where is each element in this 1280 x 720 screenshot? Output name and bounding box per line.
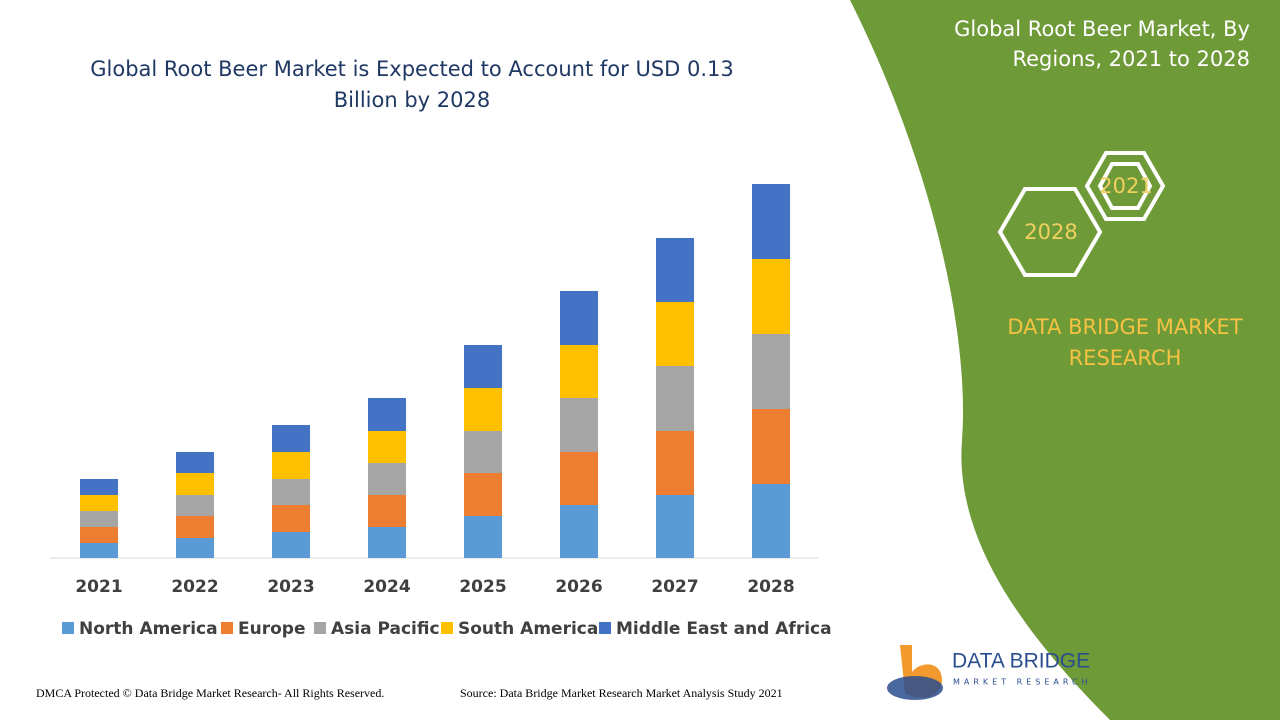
legend-swatch <box>441 622 453 634</box>
x-tick-label: 2022 <box>171 577 218 597</box>
bar-segment <box>176 538 214 558</box>
bar-segment <box>752 334 790 409</box>
bar-segment <box>368 398 406 431</box>
bar-segment <box>368 431 406 463</box>
legend-label: Middle East and Africa <box>616 619 832 639</box>
bar-segment <box>368 527 406 558</box>
bar-segment <box>272 505 310 532</box>
x-tick-label: 2027 <box>651 577 698 597</box>
bar-segment <box>80 527 118 543</box>
logo-icon <box>887 676 943 700</box>
bar-segment <box>752 484 790 558</box>
bar-segment <box>464 431 502 473</box>
logo-tagline: MARKET RESEARCH <box>953 678 1092 687</box>
chart-title: Global Root Beer Market is Expected to A… <box>90 57 734 112</box>
hexagon <box>1097 162 1153 210</box>
legend-label: Europe <box>238 619 305 639</box>
bar-segment <box>464 516 502 558</box>
x-tick-label: 2028 <box>747 577 794 597</box>
bar-segment <box>752 259 790 334</box>
bar-segment <box>80 479 118 495</box>
x-tick-label: 2025 <box>459 577 506 597</box>
legend-swatch <box>599 622 611 634</box>
bar-segment <box>368 463 406 495</box>
hexagon <box>997 187 1103 277</box>
bar-segment <box>464 473 502 516</box>
bar-segment <box>656 366 694 431</box>
legend-swatch <box>314 622 326 634</box>
legend-label: North America <box>79 619 218 639</box>
x-tick-label: 2021 <box>75 577 122 597</box>
logo-name: DATA BRIDGE <box>952 650 1090 673</box>
bar-segment <box>752 409 790 484</box>
bar-segment <box>368 495 406 527</box>
bar-segment <box>560 398 598 452</box>
bar-segment <box>80 511 118 527</box>
bar-segment <box>80 495 118 511</box>
source: Source: Data Bridge Market Research Mark… <box>460 686 783 700</box>
bar-segment <box>560 345 598 398</box>
logo: DATA BRIDGE MARKET RESEARCH <box>887 645 1092 700</box>
brand: DATA BRIDGE MARKET RESEARCH <box>1007 315 1243 370</box>
bar-segment <box>656 238 694 302</box>
badge: 2028 <box>1024 220 1077 244</box>
bar-segment <box>176 452 214 473</box>
bar-segment <box>656 495 694 558</box>
bar-segment <box>656 302 694 366</box>
bar-segment <box>272 532 310 558</box>
bar-segment <box>560 291 598 345</box>
bar-segment <box>176 516 214 538</box>
badge: 2021 <box>1099 174 1152 198</box>
bar-segment <box>176 495 214 516</box>
legend-label: South America <box>458 619 598 639</box>
legend-label: Asia Pacific <box>331 619 440 639</box>
bar-segment <box>560 505 598 558</box>
bar-segment <box>80 543 118 558</box>
legend-swatch <box>62 622 74 634</box>
bar-segment <box>272 479 310 505</box>
x-tick-label: 2023 <box>267 577 314 597</box>
legend-swatch <box>221 622 233 634</box>
hexagon <box>1084 151 1166 221</box>
bar-segment <box>176 473 214 495</box>
bar-segment <box>464 388 502 431</box>
bar-segment <box>752 184 790 259</box>
bar-segment <box>464 345 502 388</box>
bar-segment <box>656 431 694 495</box>
x-tick-label: 2026 <box>555 577 602 597</box>
side-title: Global Root Beer Market, By Regions, 202… <box>954 17 1250 71</box>
x-tick-label: 2024 <box>363 577 410 597</box>
bar-segment <box>272 425 310 452</box>
bar-segment <box>272 452 310 479</box>
bar-segment <box>560 452 598 505</box>
copyright: DMCA Protected © Data Bridge Market Rese… <box>36 686 385 700</box>
side-panel-bg <box>850 0 1280 720</box>
